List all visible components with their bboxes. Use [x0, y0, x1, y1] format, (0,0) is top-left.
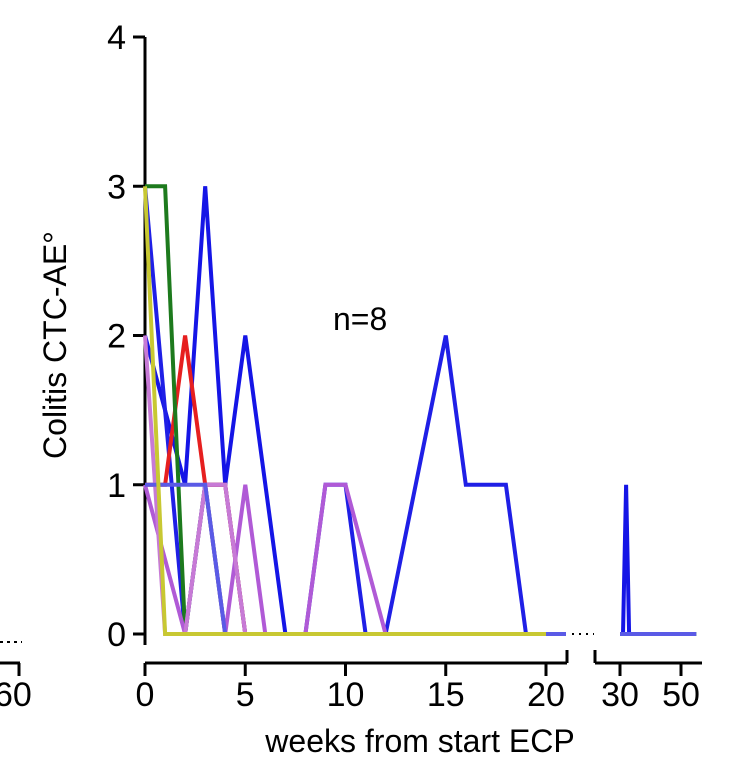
- x-axis-title: weeks from start ECP: [264, 723, 574, 759]
- neighbor-tick-label: 60: [0, 676, 32, 714]
- y-tick-label: 2: [107, 318, 126, 356]
- x-tick-label: 15: [427, 676, 465, 714]
- y-tick-label: 0: [107, 616, 126, 654]
- y-tick-label: 4: [107, 19, 126, 57]
- x-tick-label: 20: [527, 676, 565, 714]
- series-line-1: [620, 484, 681, 636]
- x-tick-label: 10: [327, 676, 365, 714]
- y-tick-label: 1: [107, 467, 126, 505]
- x-tick-label: 30: [601, 676, 639, 714]
- x-tick-label: 0: [136, 676, 155, 714]
- x-tick-label: 5: [236, 676, 255, 714]
- y-tick-label: 3: [107, 168, 126, 206]
- sample-size-annotation: n=8: [333, 301, 387, 337]
- x-ticks: 0 5 10 15 20 30 50: [136, 663, 700, 714]
- series-line-8: [143, 186, 546, 636]
- y-ticks: 0 1 2 3 4: [107, 19, 145, 654]
- series-line-5: [143, 482, 546, 636]
- series-group: [143, 184, 697, 636]
- x-tick-label: 50: [662, 676, 700, 714]
- y-axis-title: Colitis CTC-AE°: [37, 231, 73, 459]
